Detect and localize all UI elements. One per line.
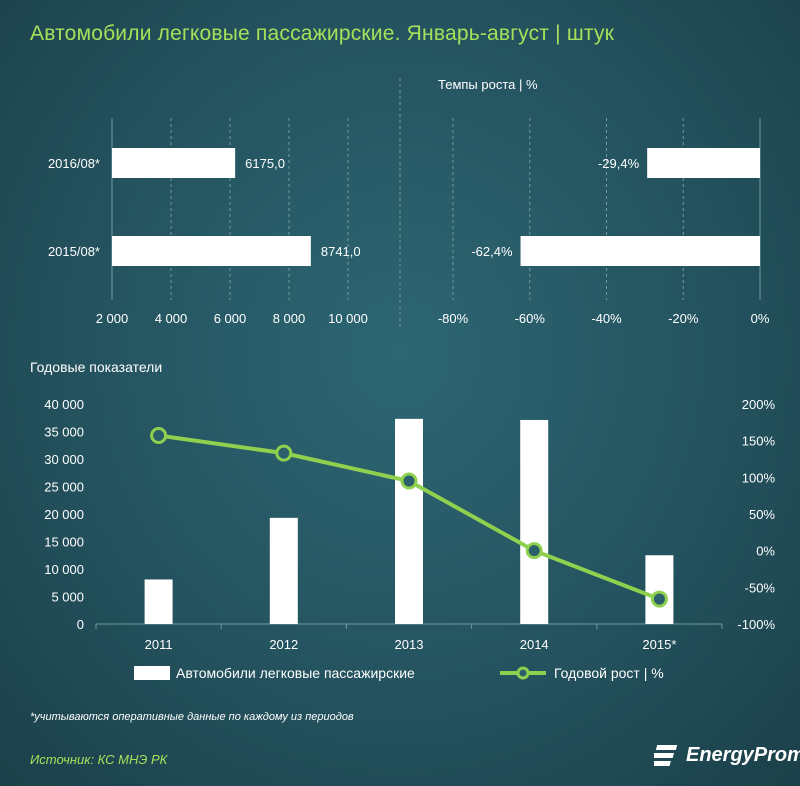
y-left-tick-label: 10 000 [44,562,84,577]
logo-text: EnergyProm [686,743,800,766]
y-left-tick-label: 30 000 [44,452,84,467]
y-right-tick-label: -100% [737,617,775,632]
x-tick-label: 2011 [145,637,173,652]
data-label: -29,4% [598,156,640,171]
footnote: *учитываются оперативные данные по каждо… [30,711,354,723]
y-left-tick-label: 5 000 [51,590,84,605]
top-right-chart: Темпы роста | % -80% -60% -40% -20% 0% -29,4% -… [438,77,770,326]
x-tick-label: 2013 [395,637,424,652]
x-tick-label: 2015* [642,637,676,652]
bar [144,579,173,624]
top-left-chart: 2 000 4 000 6 000 8 000 10 000 2016/08* 6175,0… [48,118,368,326]
y-left-tick-label: 0 [77,617,84,632]
x-tick-label: 2014 [520,637,549,652]
logo-mark-icon [654,745,678,766]
x-tick-label: 4 000 [155,311,188,326]
y-left-tick-label: 35 000 [44,425,84,440]
y-right-tick-label: 50% [749,507,775,522]
x-tick-label: 8 000 [273,311,306,326]
bar [112,236,311,266]
x-tick-label: -20% [668,311,699,326]
x-tick-label: -60% [515,311,546,326]
legend-bar-swatch [134,666,170,680]
page-title: Автомобили легковые пассажирские. Январь… [30,22,615,45]
bar [269,517,298,624]
growth-point [525,542,543,560]
growth-point [650,590,668,608]
y-right-tick-label: 200% [742,397,776,412]
category-label: 2015/08* [48,244,100,259]
bottom-chart: Годовые показатели 0 5 000 10 000 15 000 20 0… [30,359,775,681]
growth-point [275,444,293,462]
energyprom-logo: EnergyProm [654,742,800,768]
y-right-tick-label: 100% [742,470,776,485]
x-tick-label: 6 000 [214,311,247,326]
bar [520,236,760,266]
legend-line-marker [516,666,530,680]
y-left-tick-label: 15 000 [44,535,84,550]
y-right-tick-label: 150% [742,434,776,449]
y-right-tick-label: -50% [745,580,776,595]
legend-bar-label: Автомобили легковые пассажирские [176,665,415,681]
x-tick-label: 2012 [269,637,298,652]
growth-point [400,472,418,490]
growth-point [150,427,168,445]
bar [395,418,423,624]
bar [647,148,760,178]
y-left-tick-label: 25 000 [44,480,84,495]
legend-line-label: Годовой рост | % [554,665,664,681]
y-left-tick-label: 20 000 [44,507,84,522]
data-label: 6175,0 [245,156,285,171]
x-tick-label: 0% [751,311,770,326]
x-tick-label: 2 000 [96,311,129,326]
category-label: 2016/08* [48,156,100,171]
bar [112,148,236,178]
data-label: 8741,0 [321,244,361,259]
x-tick-label: -80% [438,311,469,326]
source-note: Источник: КС МНЭ РК [30,752,168,767]
y-right-tick-label: 0% [756,544,775,559]
chart-title: Темпы роста | % [438,77,538,92]
x-tick-label: 10 000 [328,311,368,326]
section-title: Годовые показатели [30,359,162,375]
bar [520,419,549,624]
data-label: -62,4% [471,244,513,259]
bar [645,555,674,624]
y-left-tick-label: 40 000 [44,397,84,412]
x-tick-label: -40% [591,311,622,326]
